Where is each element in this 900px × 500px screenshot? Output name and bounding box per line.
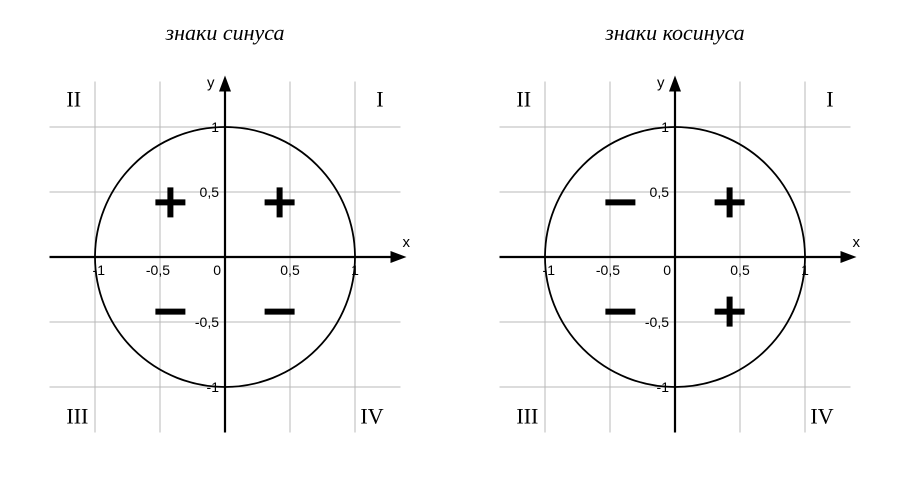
tick-y: 1 <box>211 119 219 135</box>
quadrant-label: I <box>826 86 833 111</box>
quadrant-label: IV <box>810 404 833 429</box>
tick-y: -0,5 <box>195 314 219 330</box>
quadrant-label: III <box>516 404 538 429</box>
tick-x: -1 <box>93 262 106 278</box>
panel-cosine: знаки косинуса xy-1-0,500,5110,5-0,5-1II… <box>470 20 880 462</box>
tick-x: 0,5 <box>730 262 750 278</box>
axis-label-y: y <box>657 75 665 92</box>
panel-title-sine: знаки синуса <box>166 20 285 46</box>
tick-y: 0,5 <box>200 184 220 200</box>
tick-x: -0,5 <box>146 262 170 278</box>
tick-x: 1 <box>801 262 809 278</box>
chart-sine: xy-1-0,500,5110,5-0,5-1IIIIIIIV <box>20 52 430 462</box>
tick-y: -0,5 <box>645 314 669 330</box>
axis-label-x: x <box>853 234 861 251</box>
tick-x: 0 <box>213 262 221 278</box>
tick-x: 1 <box>351 262 359 278</box>
quadrant-label: IV <box>360 404 383 429</box>
tick-y: -1 <box>207 379 220 395</box>
quadrant-label: III <box>66 404 88 429</box>
tick-x: -1 <box>543 262 556 278</box>
axis-label-x: x <box>403 234 411 251</box>
tick-x: 0 <box>663 262 671 278</box>
panel-title-cosine: знаки косинуса <box>605 20 744 46</box>
tick-x: -0,5 <box>596 262 620 278</box>
quadrant-label: I <box>376 86 383 111</box>
tick-y: 0,5 <box>650 184 670 200</box>
tick-y: -1 <box>657 379 670 395</box>
quadrant-label: II <box>66 86 81 111</box>
tick-x: 0,5 <box>280 262 300 278</box>
chart-cosine: xy-1-0,500,5110,5-0,5-1IIIIIIIV <box>470 52 880 462</box>
tick-y: 1 <box>661 119 669 135</box>
quadrant-label: II <box>516 86 531 111</box>
axis-label-y: y <box>207 75 215 92</box>
diagram-wrap: знаки синуса xy-1-0,500,5110,5-0,5-1IIII… <box>0 0 900 462</box>
panel-sine: знаки синуса xy-1-0,500,5110,5-0,5-1IIII… <box>20 20 430 462</box>
